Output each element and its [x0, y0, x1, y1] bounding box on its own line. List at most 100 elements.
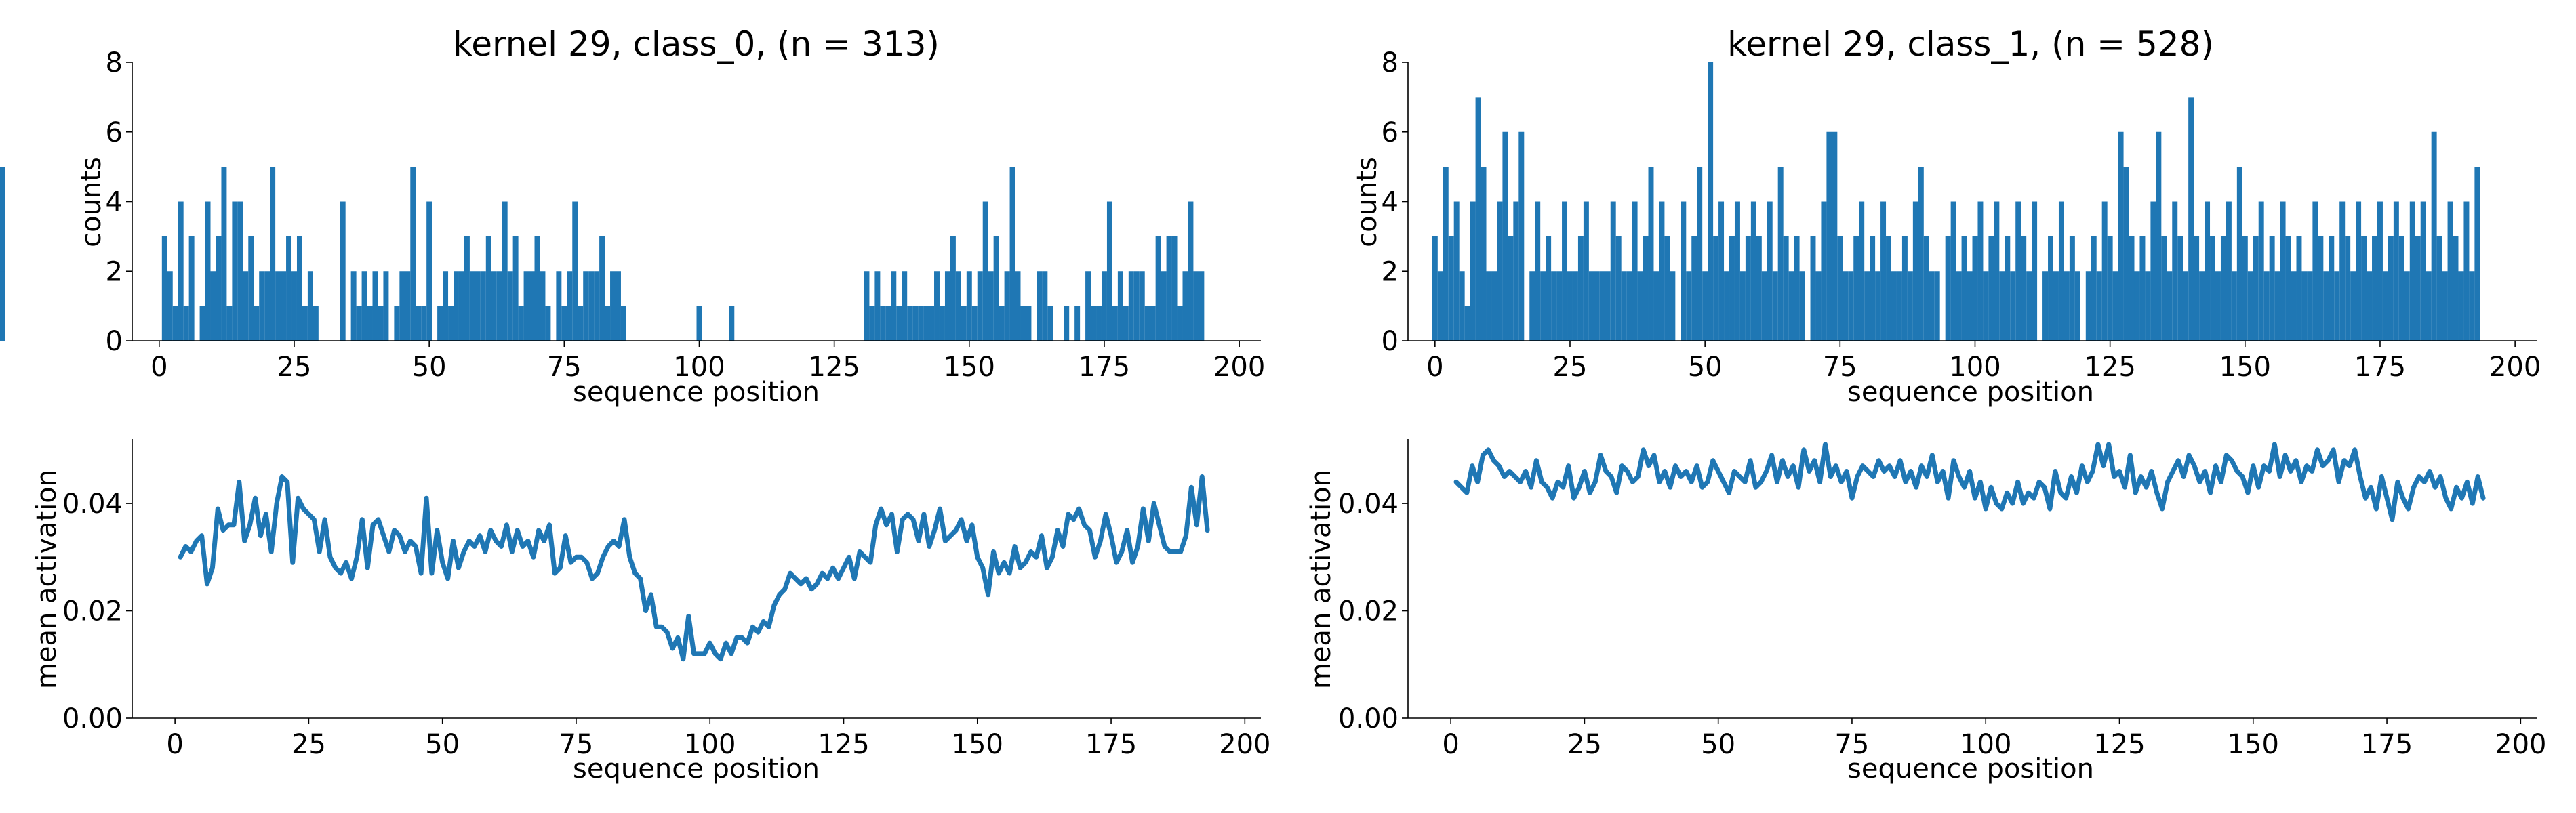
tick-group: 0 25 50 75 100 125 150 175 200 0 2 4 6 8	[106, 47, 1266, 383]
bar	[2291, 271, 2297, 341]
bar	[1491, 271, 1497, 341]
bar	[918, 306, 924, 341]
bar	[188, 236, 195, 341]
bar	[2442, 271, 2448, 341]
bar	[1026, 306, 1032, 341]
bar	[2415, 236, 2421, 341]
bar	[475, 271, 481, 341]
x-tick-label: 175	[1079, 352, 1130, 383]
bar	[367, 306, 373, 341]
bar	[2139, 236, 2146, 341]
y-tick-label: 4	[106, 187, 123, 218]
bar	[1443, 167, 1449, 341]
bar	[1912, 201, 1918, 341]
bar	[1432, 236, 1438, 341]
bar	[1047, 306, 1053, 341]
bar	[291, 271, 297, 341]
bar	[183, 306, 189, 341]
x-tick-label: 125	[2093, 729, 2145, 760]
x-tick-label: 25	[1553, 352, 1588, 383]
bar	[2356, 201, 2362, 341]
bar	[2183, 271, 2189, 341]
bar	[1891, 271, 1897, 341]
x-tick-label: 25	[291, 729, 326, 760]
bar-group	[0, 167, 1205, 341]
histogram-class-1: kernel 29, class_1, (n = 528) sequence p…	[1352, 24, 2541, 408]
x-tick-label: 75	[1834, 729, 1869, 760]
bar	[2463, 201, 2470, 341]
series-line	[1453, 442, 2486, 522]
bar	[999, 306, 1005, 341]
bar	[2134, 271, 2140, 341]
bar	[437, 306, 443, 341]
bar	[313, 306, 319, 341]
bar	[1756, 236, 1762, 341]
bar	[502, 201, 508, 341]
bar	[1166, 236, 1172, 341]
bar	[2032, 201, 2038, 341]
bar	[1508, 236, 1514, 341]
bar	[616, 271, 621, 341]
y-axis-label: counts	[76, 157, 107, 247]
bar	[1453, 201, 1460, 341]
bar	[2345, 236, 2351, 341]
bar	[1664, 236, 1670, 341]
x-tick-label: 150	[944, 352, 995, 383]
x-tick-label: 50	[412, 352, 447, 383]
bar	[1967, 271, 1973, 341]
bar	[1983, 271, 1989, 341]
bar	[2150, 201, 2156, 341]
bar	[2042, 271, 2049, 341]
bar	[1859, 201, 1865, 341]
bar	[1864, 271, 1870, 341]
bar	[1653, 271, 1659, 341]
bar	[1686, 271, 1692, 341]
bar	[248, 236, 254, 341]
bar	[885, 306, 891, 341]
bar	[2274, 271, 2280, 341]
bar	[977, 271, 983, 341]
bar	[1772, 271, 1778, 341]
bar	[864, 271, 870, 341]
bar	[1799, 271, 1805, 341]
bar	[399, 271, 405, 341]
bar	[1199, 271, 1205, 341]
bar	[1577, 236, 1584, 341]
bar	[2312, 201, 2318, 341]
y-tick-label: 0	[1382, 326, 1398, 357]
bar	[1956, 271, 1962, 341]
bar	[416, 306, 422, 341]
bar	[405, 271, 411, 341]
bar	[1074, 306, 1081, 341]
bar	[491, 271, 497, 341]
bar	[934, 271, 940, 341]
bar	[1464, 306, 1470, 341]
bar	[2156, 131, 2162, 341]
x-tick-label: 175	[2354, 352, 2406, 383]
bar	[2388, 236, 2394, 341]
bar	[1783, 236, 1789, 341]
bar	[929, 306, 935, 341]
bar	[2258, 201, 2264, 341]
bar	[2085, 271, 2091, 341]
bar	[1161, 271, 1167, 341]
bar	[2177, 236, 2183, 341]
bar	[302, 306, 308, 341]
bar	[1870, 236, 1876, 341]
bar	[599, 236, 605, 341]
bar	[296, 236, 302, 341]
bar	[1637, 271, 1643, 341]
bar	[383, 271, 389, 341]
bar	[2469, 271, 2475, 341]
x-tick-label: 50	[1701, 729, 1735, 760]
x-tick-label: 100	[673, 352, 725, 383]
bar	[464, 236, 470, 341]
bar	[2069, 236, 2075, 341]
line-group	[178, 474, 1210, 662]
bar	[939, 306, 945, 341]
bar	[1091, 306, 1097, 341]
x-tick-label: 0	[1426, 352, 1443, 383]
bar	[2263, 271, 2270, 341]
bar	[988, 271, 994, 341]
bar	[1999, 271, 2005, 341]
